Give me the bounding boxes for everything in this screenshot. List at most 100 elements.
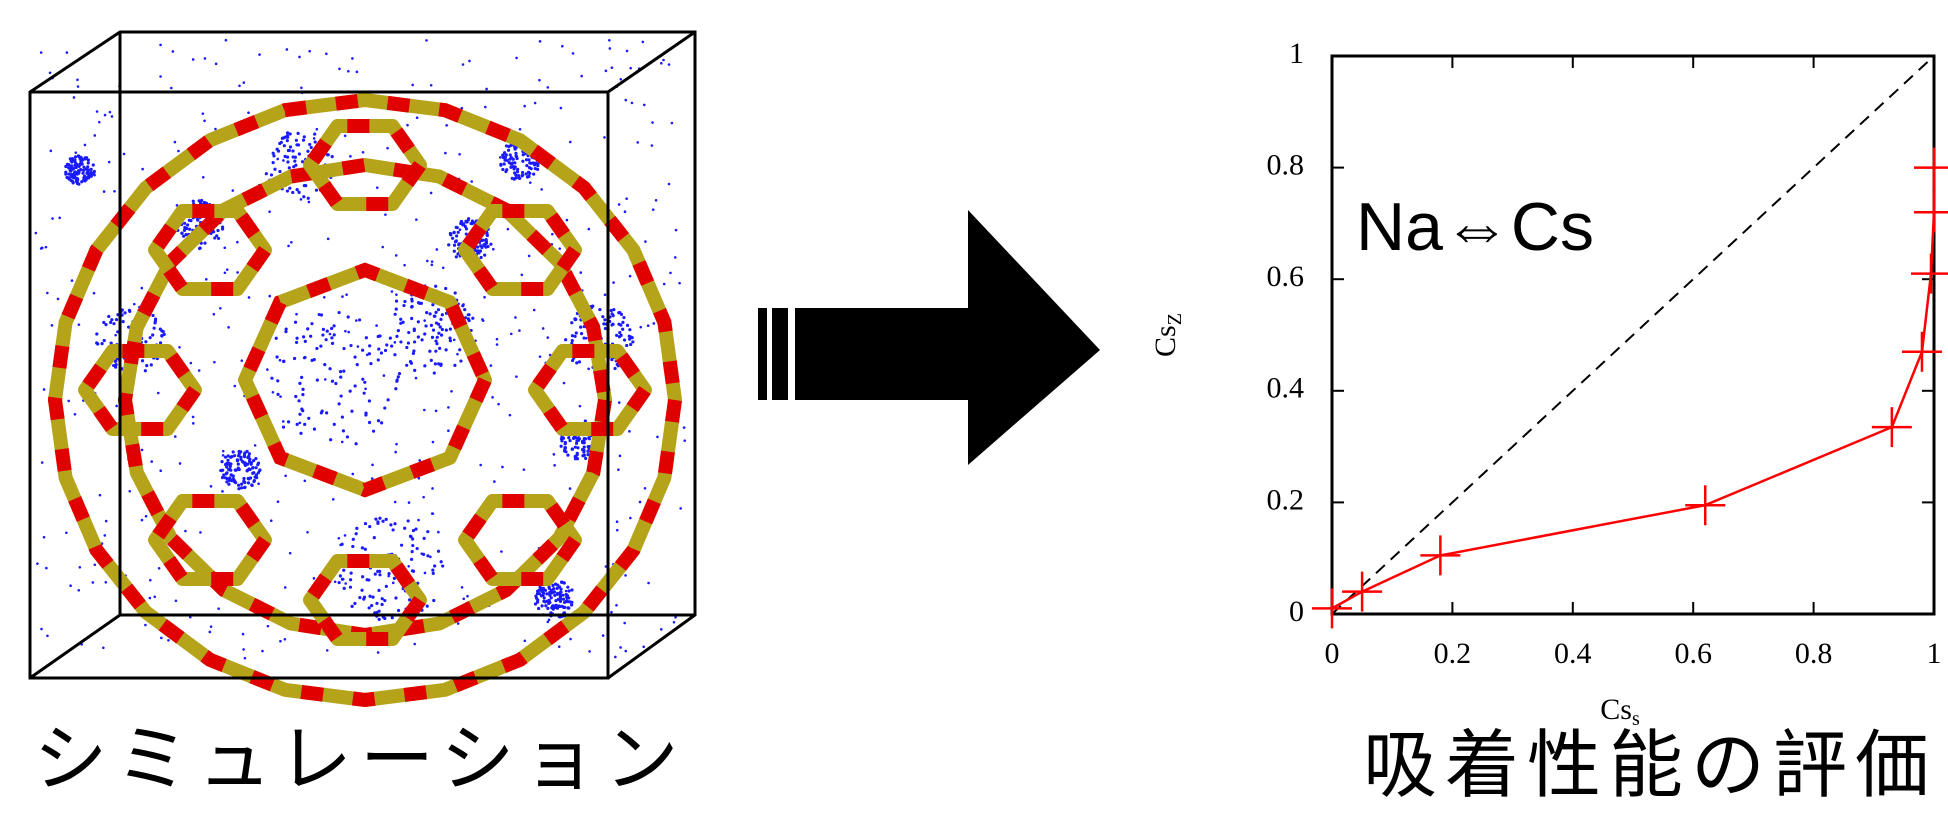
adsorbate-dot [313,132,316,135]
adsorbate-dot [294,156,297,159]
adsorbate-dot [341,295,344,298]
adsorbate-dot [73,96,76,99]
adsorbate-dot [356,363,359,366]
adsorbate-dot [558,645,561,648]
adsorbate-dot [332,324,335,327]
adsorbate-dot [581,448,584,451]
adsorbate-dot [73,159,76,162]
adsorbate-dot [51,324,54,327]
adsorbate-dot [564,338,567,341]
adsorbate-dot [602,634,605,637]
adsorbate-dot [360,589,363,592]
adsorbate-dot [629,517,632,520]
adsorbate-dot [353,355,356,358]
adsorbate-dot [190,362,193,365]
adsorbate-dot [343,587,346,590]
adsorbate-dot [588,437,591,440]
adsorbate-dot [377,347,380,350]
adsorbate-dot [302,195,305,198]
adsorbate-dot [538,79,541,82]
adsorbate-dot [553,464,556,467]
adsorbate-dot [170,87,173,90]
adsorbate-dot [481,318,484,321]
adsorbate-dot [603,136,606,139]
adsorbate-dot [458,153,461,156]
adsorbate-dot [438,347,441,350]
adsorbate-dot [98,121,101,124]
adsorbate-dot [504,170,507,173]
adsorbate-dot [153,595,156,598]
adsorbate-dot [283,144,286,147]
adsorbate-dot [417,320,420,323]
adsorbate-dot [351,57,354,60]
adsorbate-dot [453,250,456,253]
adsorbate-dot [374,517,377,520]
adsorbate-dot [588,228,591,231]
adsorbate-dot [432,599,435,602]
adsorbate-dot [105,520,108,523]
adsorbate-dot [325,52,328,55]
adsorbate-dot [183,229,186,232]
adsorbate-dot [277,500,280,503]
adsorbate-dot [300,376,303,379]
adsorbate-dot [128,309,131,312]
x-tick-label: 1 [1927,637,1942,670]
x-axis-label: Css [1600,693,1640,730]
adsorbate-dot [392,528,395,531]
adsorbate-dot [430,192,433,195]
adsorbate-dot [339,544,342,547]
adsorbate-dot [198,369,201,372]
adsorbate-dot [449,328,452,331]
adsorbate-dot [122,320,125,323]
adsorbate-dot [580,332,583,335]
adsorbate-dot [50,150,53,153]
adsorbate-dot [215,63,218,66]
adsorbate-dot [631,340,634,343]
adsorbate-dot [566,586,569,589]
adsorbate-dot [496,343,499,346]
adsorbate-dot [614,656,617,659]
adsorbate-dot [644,240,647,243]
adsorbate-dot [35,232,38,235]
adsorbate-dot [342,347,345,350]
adsorbate-dot [149,336,152,339]
adsorbate-dot [294,395,297,398]
adsorbate-dot [424,324,427,327]
x-tick-label: 0.8 [1795,637,1833,670]
adsorbate-dot [570,603,573,606]
adsorbate-dot [186,223,189,226]
adsorbate-dot [433,564,436,567]
adsorbate-dot [407,331,410,334]
adsorbate-dot [612,308,615,311]
adsorbate-dot [395,335,398,338]
adsorbate-dot [250,463,253,466]
adsorbate-dot [286,134,289,137]
adsorbate-dot [179,462,182,465]
adsorbate-dot [624,650,627,653]
adsorbate-dot [395,254,398,257]
adsorbate-dot [383,599,386,602]
adsorbate-dot [636,141,639,144]
adsorbate-dot [64,173,67,176]
adsorbate-dot [349,586,352,589]
adsorbate-dot [591,305,594,308]
adsorbate-dot [381,520,384,523]
adsorbate-dot [141,449,144,452]
adsorbate-dot [66,51,69,54]
adsorbate-dot [539,40,542,43]
adsorbate-dot [347,70,350,73]
adsorbate-dot [554,599,557,602]
adsorbate-dot [354,384,357,387]
adsorbate-dot [385,343,388,346]
adsorbate-dot [566,219,569,222]
adsorbate-dot [397,329,400,332]
adsorbate-dot [459,359,462,362]
adsorbate-dot [93,170,96,173]
adsorbate-dot [364,522,367,525]
y-tick-label: 1 [1289,37,1304,70]
adsorbate-dot [461,586,464,589]
adsorbate-dot [240,359,243,362]
adsorbate-dot [394,451,397,454]
adsorbate-dot [395,308,398,311]
